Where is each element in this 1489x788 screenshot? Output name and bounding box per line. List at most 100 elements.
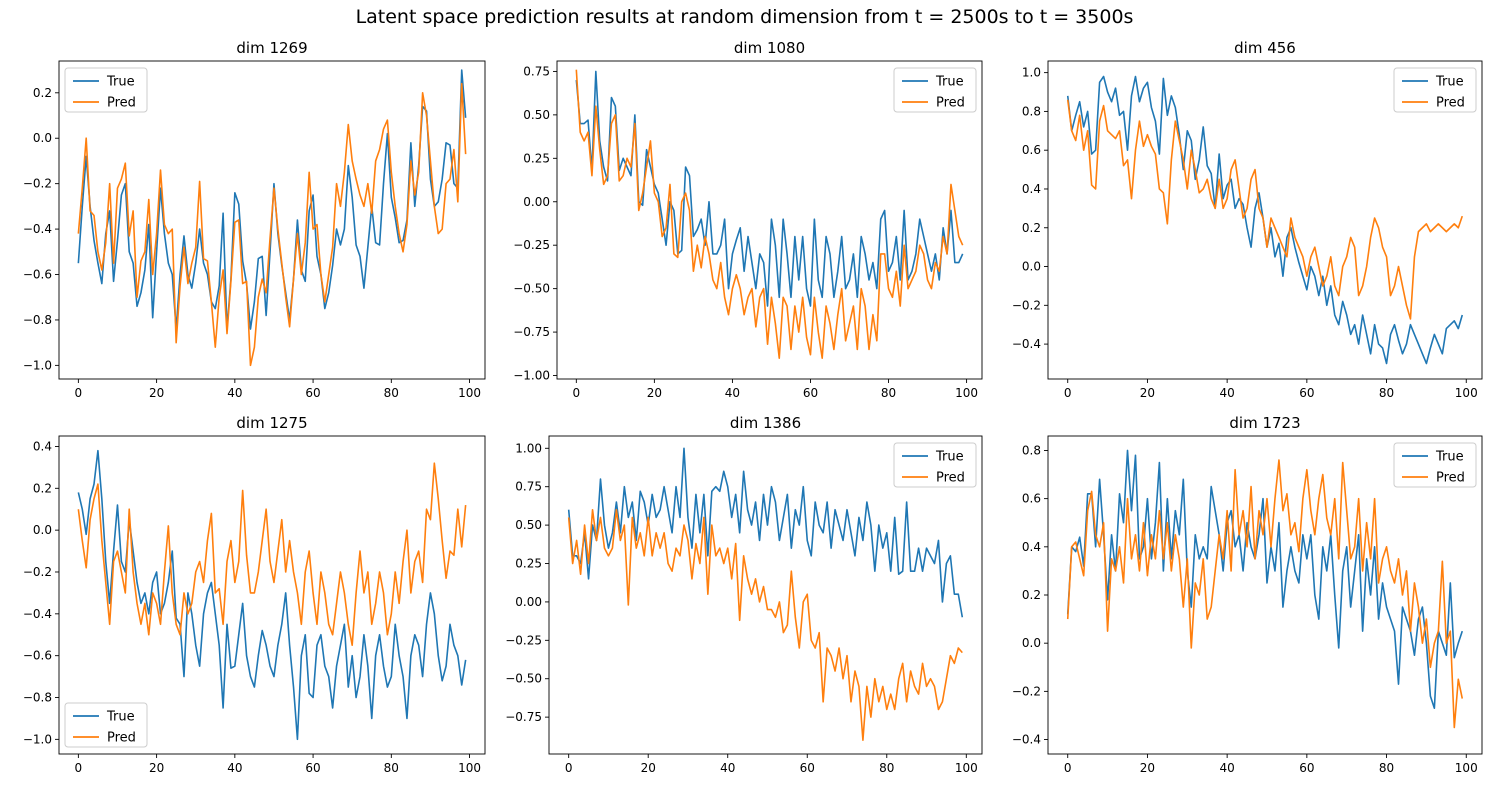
axes-frame [58, 60, 486, 380]
legend-label-pred: Pred [107, 96, 136, 111]
x-tick-label: 60 [305, 386, 320, 400]
axes-frame [58, 435, 486, 755]
y-tick-label: −0.4 [23, 222, 52, 236]
x-tick-label: 20 [149, 386, 164, 400]
y-tick-label: 0.8 [1022, 104, 1041, 118]
y-tick-label: 0.6 [1022, 143, 1041, 157]
x-tick-label: 0 [75, 761, 83, 775]
x-tick-label: 0 [565, 761, 573, 775]
subplot-1: dim 1269 0 20 40 60 80 100 −1.0 −0.8 −0.6 −0.4 −0.2… [23, 39, 486, 400]
x-tick-label: 80 [384, 761, 399, 775]
y-tick-label: 0.50 [515, 518, 542, 532]
x-tick-label: 20 [1140, 761, 1155, 775]
x-tick-label: 20 [641, 761, 656, 775]
y-tick-label: 0.0 [33, 523, 52, 537]
legend-box [1393, 442, 1477, 488]
x-tick-label: 0 [1064, 386, 1072, 400]
legend: True Pred [64, 702, 148, 748]
y-tick-label: −0.50 [505, 672, 542, 686]
series-line-pred [567, 508, 963, 741]
x-tick-label: 0 [1064, 761, 1072, 775]
legend-box [64, 67, 148, 113]
x-tick-label: 100 [1455, 761, 1478, 775]
series-line-pred [575, 69, 964, 359]
series-line-true [77, 449, 467, 741]
y-tick-label: 0.4 [1022, 182, 1041, 196]
y-tick-label: 0.2 [1022, 588, 1041, 602]
figure-title: Latent space prediction results at rando… [355, 6, 1134, 28]
x-tick-label: 80 [1379, 386, 1394, 400]
y-tick-label: −0.2 [23, 565, 52, 579]
series-line-pred [1066, 99, 1464, 320]
x-tick-label: 20 [647, 386, 662, 400]
x-tick-label: 40 [720, 761, 735, 775]
y-tick-label: 0.2 [33, 86, 52, 100]
y-tick-label: −1.0 [23, 358, 52, 372]
y-tick-label: −1.0 [23, 732, 52, 746]
y-tick-label: −0.75 [513, 325, 550, 339]
legend: True Pred [1393, 442, 1477, 488]
y-tick-label: 0.2 [33, 481, 52, 495]
y-tick-label: 0.6 [1022, 492, 1041, 506]
series-line-true [567, 447, 964, 618]
subplot-4: dim 1275 0 20 40 60 80 100 −1.0 −0.8 −0.6 −0.4 −0.2… [23, 414, 486, 775]
x-tick-label: 80 [881, 386, 896, 400]
x-tick-label: 100 [1455, 386, 1478, 400]
x-tick-label: 80 [879, 761, 894, 775]
x-tick-label: 40 [1219, 761, 1234, 775]
x-tick-label: 60 [305, 761, 320, 775]
y-tick-label: 1.0 [1022, 66, 1041, 80]
y-tick-label: −0.4 [1012, 337, 1041, 351]
series-line-pred [1066, 459, 1464, 729]
y-tick-label: 0.0 [1022, 636, 1041, 650]
legend-label-true: True [935, 75, 964, 90]
x-tick-label: 20 [149, 761, 164, 775]
subplot-5: dim 1386 0 20 40 60 80 100 −0.75 −0.50 −0.25 0.00 0… [505, 414, 983, 775]
legend-label-pred: Pred [107, 731, 136, 746]
x-tick-label: 0 [572, 386, 580, 400]
y-tick-label: −1.00 [513, 369, 550, 383]
y-tick-label: −0.25 [513, 238, 550, 252]
legend-label-pred: Pred [936, 471, 965, 486]
subplot-2: dim 1080 0 20 40 60 80 100 −1.00 −0.75 −0.50 −0.25… [513, 39, 983, 400]
series-line-pred [77, 462, 467, 647]
legend: True Pred [893, 442, 977, 488]
legend-box [64, 702, 148, 748]
x-tick-label: 0 [75, 386, 83, 400]
x-tick-label: 100 [955, 761, 978, 775]
y-tick-label: 0.2 [1022, 221, 1041, 235]
series-line-pred [77, 82, 467, 367]
y-tick-label: 0.4 [1022, 540, 1041, 554]
y-tick-label: −0.8 [23, 313, 52, 327]
y-tick-label: 0.8 [1022, 443, 1041, 457]
y-tick-label: 0.00 [515, 595, 542, 609]
y-tick-label: 0.4 [33, 439, 52, 453]
y-tick-label: 0.00 [523, 195, 550, 209]
x-tick-label: 100 [458, 386, 481, 400]
x-tick-label: 40 [725, 386, 740, 400]
y-tick-label: −0.2 [1012, 684, 1041, 698]
y-tick-label: −0.8 [23, 691, 52, 705]
y-tick-label: −0.75 [505, 710, 542, 724]
x-tick-label: 40 [1219, 386, 1234, 400]
y-tick-label: −0.6 [23, 268, 52, 282]
y-tick-label: −0.2 [23, 177, 52, 191]
x-tick-label: 100 [458, 761, 481, 775]
legend-label-true: True [106, 75, 135, 90]
x-tick-label: 80 [1379, 761, 1394, 775]
x-tick-label: 40 [227, 386, 242, 400]
subplot-title: dim 1275 [236, 414, 307, 432]
subplot-title: dim 1269 [236, 39, 307, 57]
y-tick-label: 0.0 [1022, 260, 1041, 274]
series-line-true [1066, 449, 1464, 710]
y-tick-label: 0.25 [515, 557, 542, 571]
subplot-title: dim 456 [1234, 39, 1296, 57]
x-tick-label: 80 [384, 386, 399, 400]
axes-frame [548, 435, 983, 755]
legend-label-pred: Pred [936, 96, 965, 111]
legend-label-true: True [106, 710, 135, 725]
legend-box [893, 67, 977, 113]
legend-box [893, 442, 977, 488]
y-tick-label: −0.4 [23, 607, 52, 621]
y-tick-label: −0.6 [23, 649, 52, 663]
